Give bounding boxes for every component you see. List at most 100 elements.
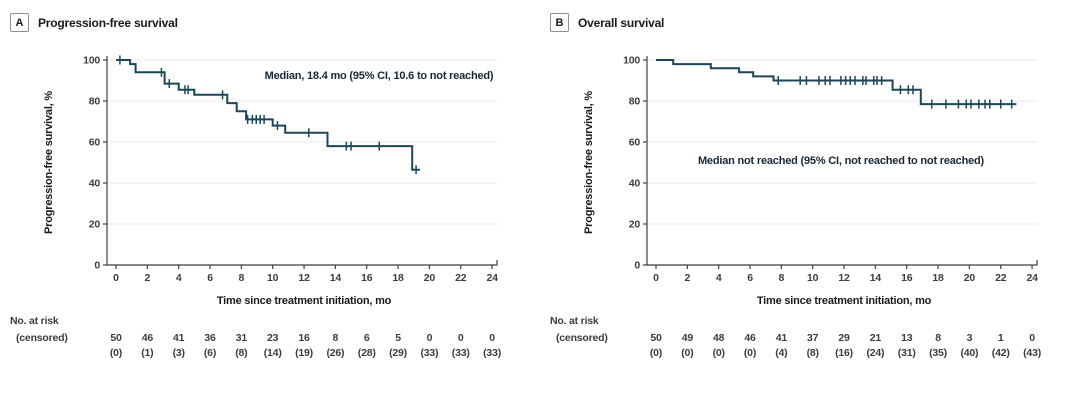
x-tick-label: 2: [145, 272, 151, 284]
at-risk-count: 48: [713, 332, 725, 344]
at-risk-count: 3: [967, 332, 973, 344]
y-tick-label: 100: [623, 55, 640, 67]
panel-overall-survival: B Overall survival 0 20 40 60 80 100 0 2 4 6 8 10 12…: [540, 0, 1080, 400]
panel-letter-box: B: [550, 13, 569, 32]
axis-frame: [106, 56, 498, 266]
at-risk-count: 13: [901, 332, 913, 344]
censored-count: (3): [173, 347, 185, 359]
x-tick-label: 14: [870, 272, 882, 284]
y-tick-label: 40: [629, 178, 641, 190]
x-tick-label: 22: [995, 272, 1007, 284]
at-risk-count: 5: [395, 332, 401, 344]
at-risk-count: 8: [333, 332, 339, 344]
panel-progression-free-survival: A Progression-free survival 0 20 40 60 80 100…: [10, 13, 501, 360]
x-tick-label: 8: [239, 272, 245, 284]
no-at-risk-label: No. at risk: [10, 315, 59, 327]
at-risk-count: 37: [807, 332, 819, 344]
censored-count: (42): [992, 347, 1010, 359]
at-risk-count: 31: [236, 332, 248, 344]
at-risk-count: 16: [298, 332, 310, 344]
at-risk-count: 21: [870, 332, 882, 344]
axis-frame: [646, 56, 1038, 266]
median-annotation: Median, 18.4 mo (95% CI, 10.6 to not rea…: [264, 70, 494, 82]
x-tick-label: 4: [176, 272, 182, 284]
no-at-risk-label: No. at risk: [550, 315, 599, 327]
censored-label: (censored): [556, 332, 608, 344]
x-tick-label: 10: [267, 272, 279, 284]
at-risk-count: 41: [173, 332, 185, 344]
censored-count: (0): [681, 347, 693, 359]
censored-count: (31): [898, 347, 916, 359]
x-tick-label: 0: [113, 272, 119, 284]
y-axis-title: Progression-free survival, %: [583, 91, 595, 234]
censored-count: (1): [141, 347, 153, 359]
y-tick-label: 0: [94, 260, 100, 272]
y-tick-label: 80: [629, 96, 641, 108]
censored-count: (6): [204, 347, 216, 359]
panel-header: A Progression-free survival: [10, 13, 178, 32]
x-tick-label: 6: [207, 272, 213, 284]
censored-count: (0): [744, 347, 756, 359]
y-tick-label: 40: [89, 178, 101, 190]
panel-header: B Overall survival: [550, 13, 664, 32]
panel-letter-box: A: [10, 13, 29, 32]
x-tick-label: 16: [361, 272, 373, 284]
x-tick-label: 22: [455, 272, 467, 284]
y-tick-label: 60: [89, 137, 101, 149]
x-tick-label: 18: [392, 272, 404, 284]
at-risk-count: 29: [838, 332, 850, 344]
censored-count: (14): [264, 347, 282, 359]
censored-count: (33): [452, 347, 470, 359]
censored-count: (8): [807, 347, 819, 359]
y-axis-title: Progression-free survival, %: [43, 91, 55, 234]
at-risk-count: 1: [998, 332, 1004, 344]
x-tick-label: 6: [747, 272, 753, 284]
x-tick-label: 12: [298, 272, 310, 284]
x-tick-label: 4: [716, 272, 722, 284]
y-tick-label: 20: [629, 219, 641, 231]
censored-count: (29): [389, 347, 407, 359]
y-tick-label: 20: [89, 219, 101, 231]
at-risk-count: 46: [142, 332, 154, 344]
censored-count: (28): [358, 347, 376, 359]
censored-count: (0): [713, 347, 725, 359]
censored-count: (33): [483, 347, 501, 359]
x-axis-title: Time since treatment initiation, mo: [217, 295, 392, 307]
x-tick-label: 12: [838, 272, 850, 284]
y-tick-label: 0: [634, 260, 640, 272]
at-risk-count: 6: [364, 332, 370, 344]
at-risk-count: 0: [458, 332, 464, 344]
censored-count: (0): [650, 347, 662, 359]
censored-count: (19): [295, 347, 313, 359]
x-axis-title: Time since treatment initiation, mo: [757, 295, 932, 307]
x-tick-label: 8: [779, 272, 785, 284]
censored-count: (4): [775, 347, 787, 359]
x-tick-label: 20: [964, 272, 976, 284]
y-tick-label: 100: [83, 55, 100, 67]
censored-count: (24): [866, 347, 884, 359]
y-tick-label: 80: [89, 96, 101, 108]
x-tick-label: 18: [932, 272, 944, 284]
censored-count: (33): [420, 347, 438, 359]
censored-count: (43): [1023, 347, 1041, 359]
at-risk-count: 50: [650, 332, 662, 344]
censored-count: (35): [929, 347, 947, 359]
x-tick-label: 10: [807, 272, 819, 284]
x-tick-label: 20: [424, 272, 436, 284]
km-curve: [656, 59, 1017, 106]
y-tick-label: 60: [629, 137, 641, 149]
censored-count: (8): [235, 347, 247, 359]
at-risk-count: 49: [682, 332, 694, 344]
x-tick-label: 0: [653, 272, 659, 284]
at-risk-count: 0: [1029, 332, 1035, 344]
at-risk-count: 23: [267, 332, 279, 344]
x-tick-label: 24: [486, 272, 498, 284]
at-risk-count: 50: [110, 332, 122, 344]
x-tick-label: 24: [1026, 272, 1038, 284]
median-annotation: Median not reached (95% CI, not reached …: [697, 155, 985, 167]
censored-count: (16): [835, 347, 853, 359]
at-risk-count: 36: [204, 332, 216, 344]
